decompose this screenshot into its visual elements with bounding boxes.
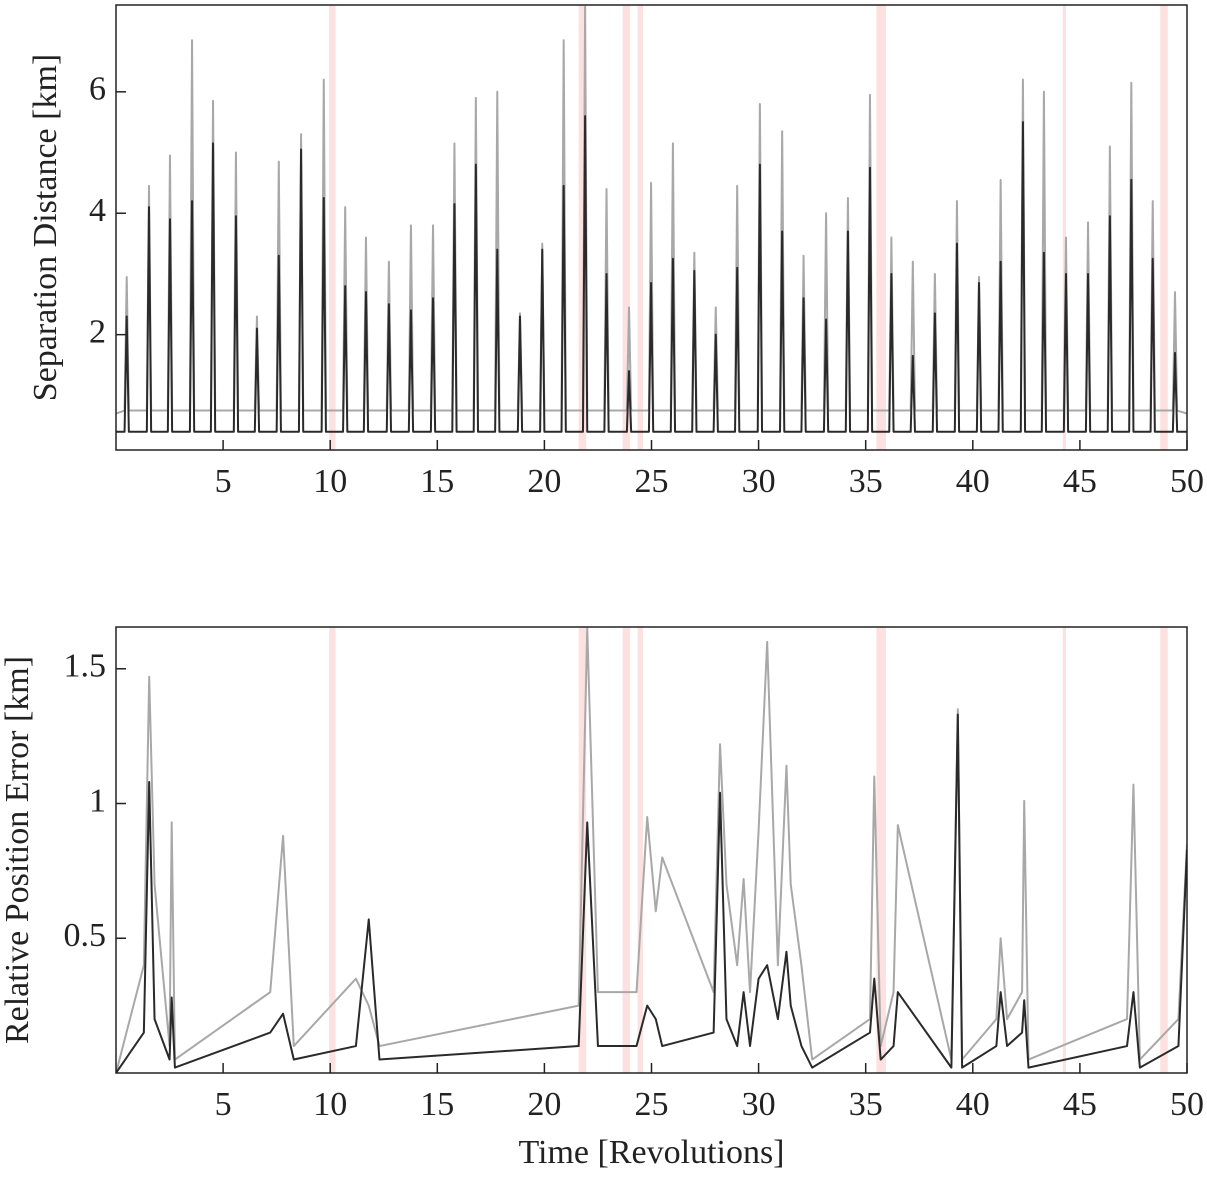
highlight-band (876, 5, 887, 450)
y-tick-label: 4 (89, 192, 106, 229)
series-line (116, 115, 1187, 433)
highlight-band (1062, 5, 1066, 450)
x-tick-label: 30 (742, 1086, 776, 1123)
x-tick-label: 30 (742, 463, 776, 500)
highlight-band (1160, 627, 1168, 1073)
axes-box (115, 626, 1188, 1074)
x-tick-label: 50 (1170, 463, 1204, 500)
plot-area (116, 627, 1187, 1073)
y-tick-label: 0.5 (64, 917, 107, 954)
highlight-band (876, 627, 887, 1073)
y-tick-label: 1.5 (64, 648, 107, 685)
highlight-band (637, 627, 643, 1073)
plot-area (116, 5, 1187, 450)
x-tick-label: 45 (1063, 463, 1097, 500)
y-tick-label: 1 (89, 782, 106, 819)
highlight-band (329, 5, 336, 450)
x-tick-label: 50 (1170, 1086, 1204, 1123)
highlight-band (637, 5, 643, 450)
x-tick-label: 40 (956, 463, 990, 500)
x-tick-label: 40 (956, 1086, 990, 1123)
x-tick-label: 10 (313, 1086, 347, 1123)
highlight-band (1160, 5, 1168, 450)
x-tick-label: 35 (849, 1086, 883, 1123)
x-tick-label: 25 (635, 1086, 669, 1123)
highlight-band (329, 627, 336, 1073)
x-tick-label: 45 (1063, 1086, 1097, 1123)
y-axis-label: Separation Distance [km] (27, 54, 64, 401)
highlight-band (622, 5, 631, 450)
x-tick-label: 5 (215, 1086, 232, 1123)
y-tick-label: 2 (89, 313, 106, 350)
series-line (116, 5, 1187, 415)
x-tick-label: 10 (313, 463, 347, 500)
series-line (116, 713, 1187, 1073)
x-tick-label: 15 (420, 463, 454, 500)
x-tick-label: 20 (527, 463, 561, 500)
series-line (116, 627, 1187, 1073)
highlight-band (578, 5, 587, 450)
x-tick-label: 15 (420, 1086, 454, 1123)
highlight-band (622, 627, 631, 1073)
y-axis-label: Relative Position Error [km] (0, 656, 36, 1044)
y-tick-label: 6 (89, 71, 106, 108)
x-tick-label: 35 (849, 463, 883, 500)
highlight-band (1062, 627, 1066, 1073)
x-tick-label: 20 (527, 1086, 561, 1123)
x-tick-label: 5 (215, 463, 232, 500)
x-axis-label: Time [Revolutions] (518, 1134, 784, 1171)
x-tick-label: 25 (635, 463, 669, 500)
